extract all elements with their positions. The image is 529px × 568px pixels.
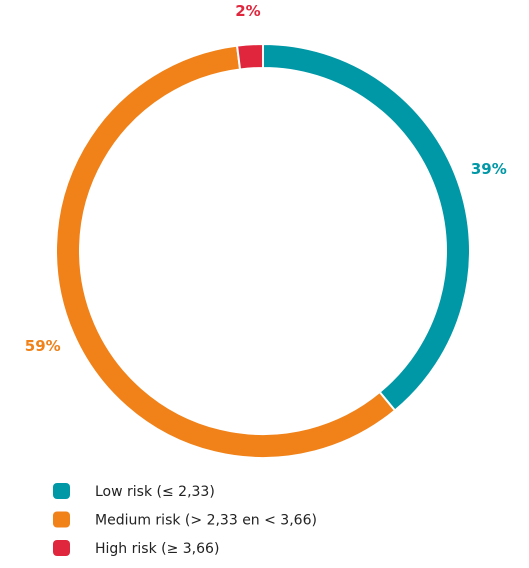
legend-swatch xyxy=(53,511,70,528)
legend-swatch xyxy=(53,540,70,556)
donut-segment xyxy=(55,44,397,459)
donut-segment xyxy=(262,42,471,412)
value-label: 39% xyxy=(471,160,507,178)
legend-label: Medium risk (> 2,33 en < 3,66) xyxy=(95,513,317,529)
legend-label: High risk (≥ 3,66) xyxy=(95,541,219,557)
legend-label: Low risk (≤ 2,33) xyxy=(95,484,215,500)
value-label: 2% xyxy=(235,2,260,20)
donut-segment xyxy=(235,42,264,71)
legend-swatch xyxy=(53,483,70,499)
value-label: 59% xyxy=(25,337,61,355)
